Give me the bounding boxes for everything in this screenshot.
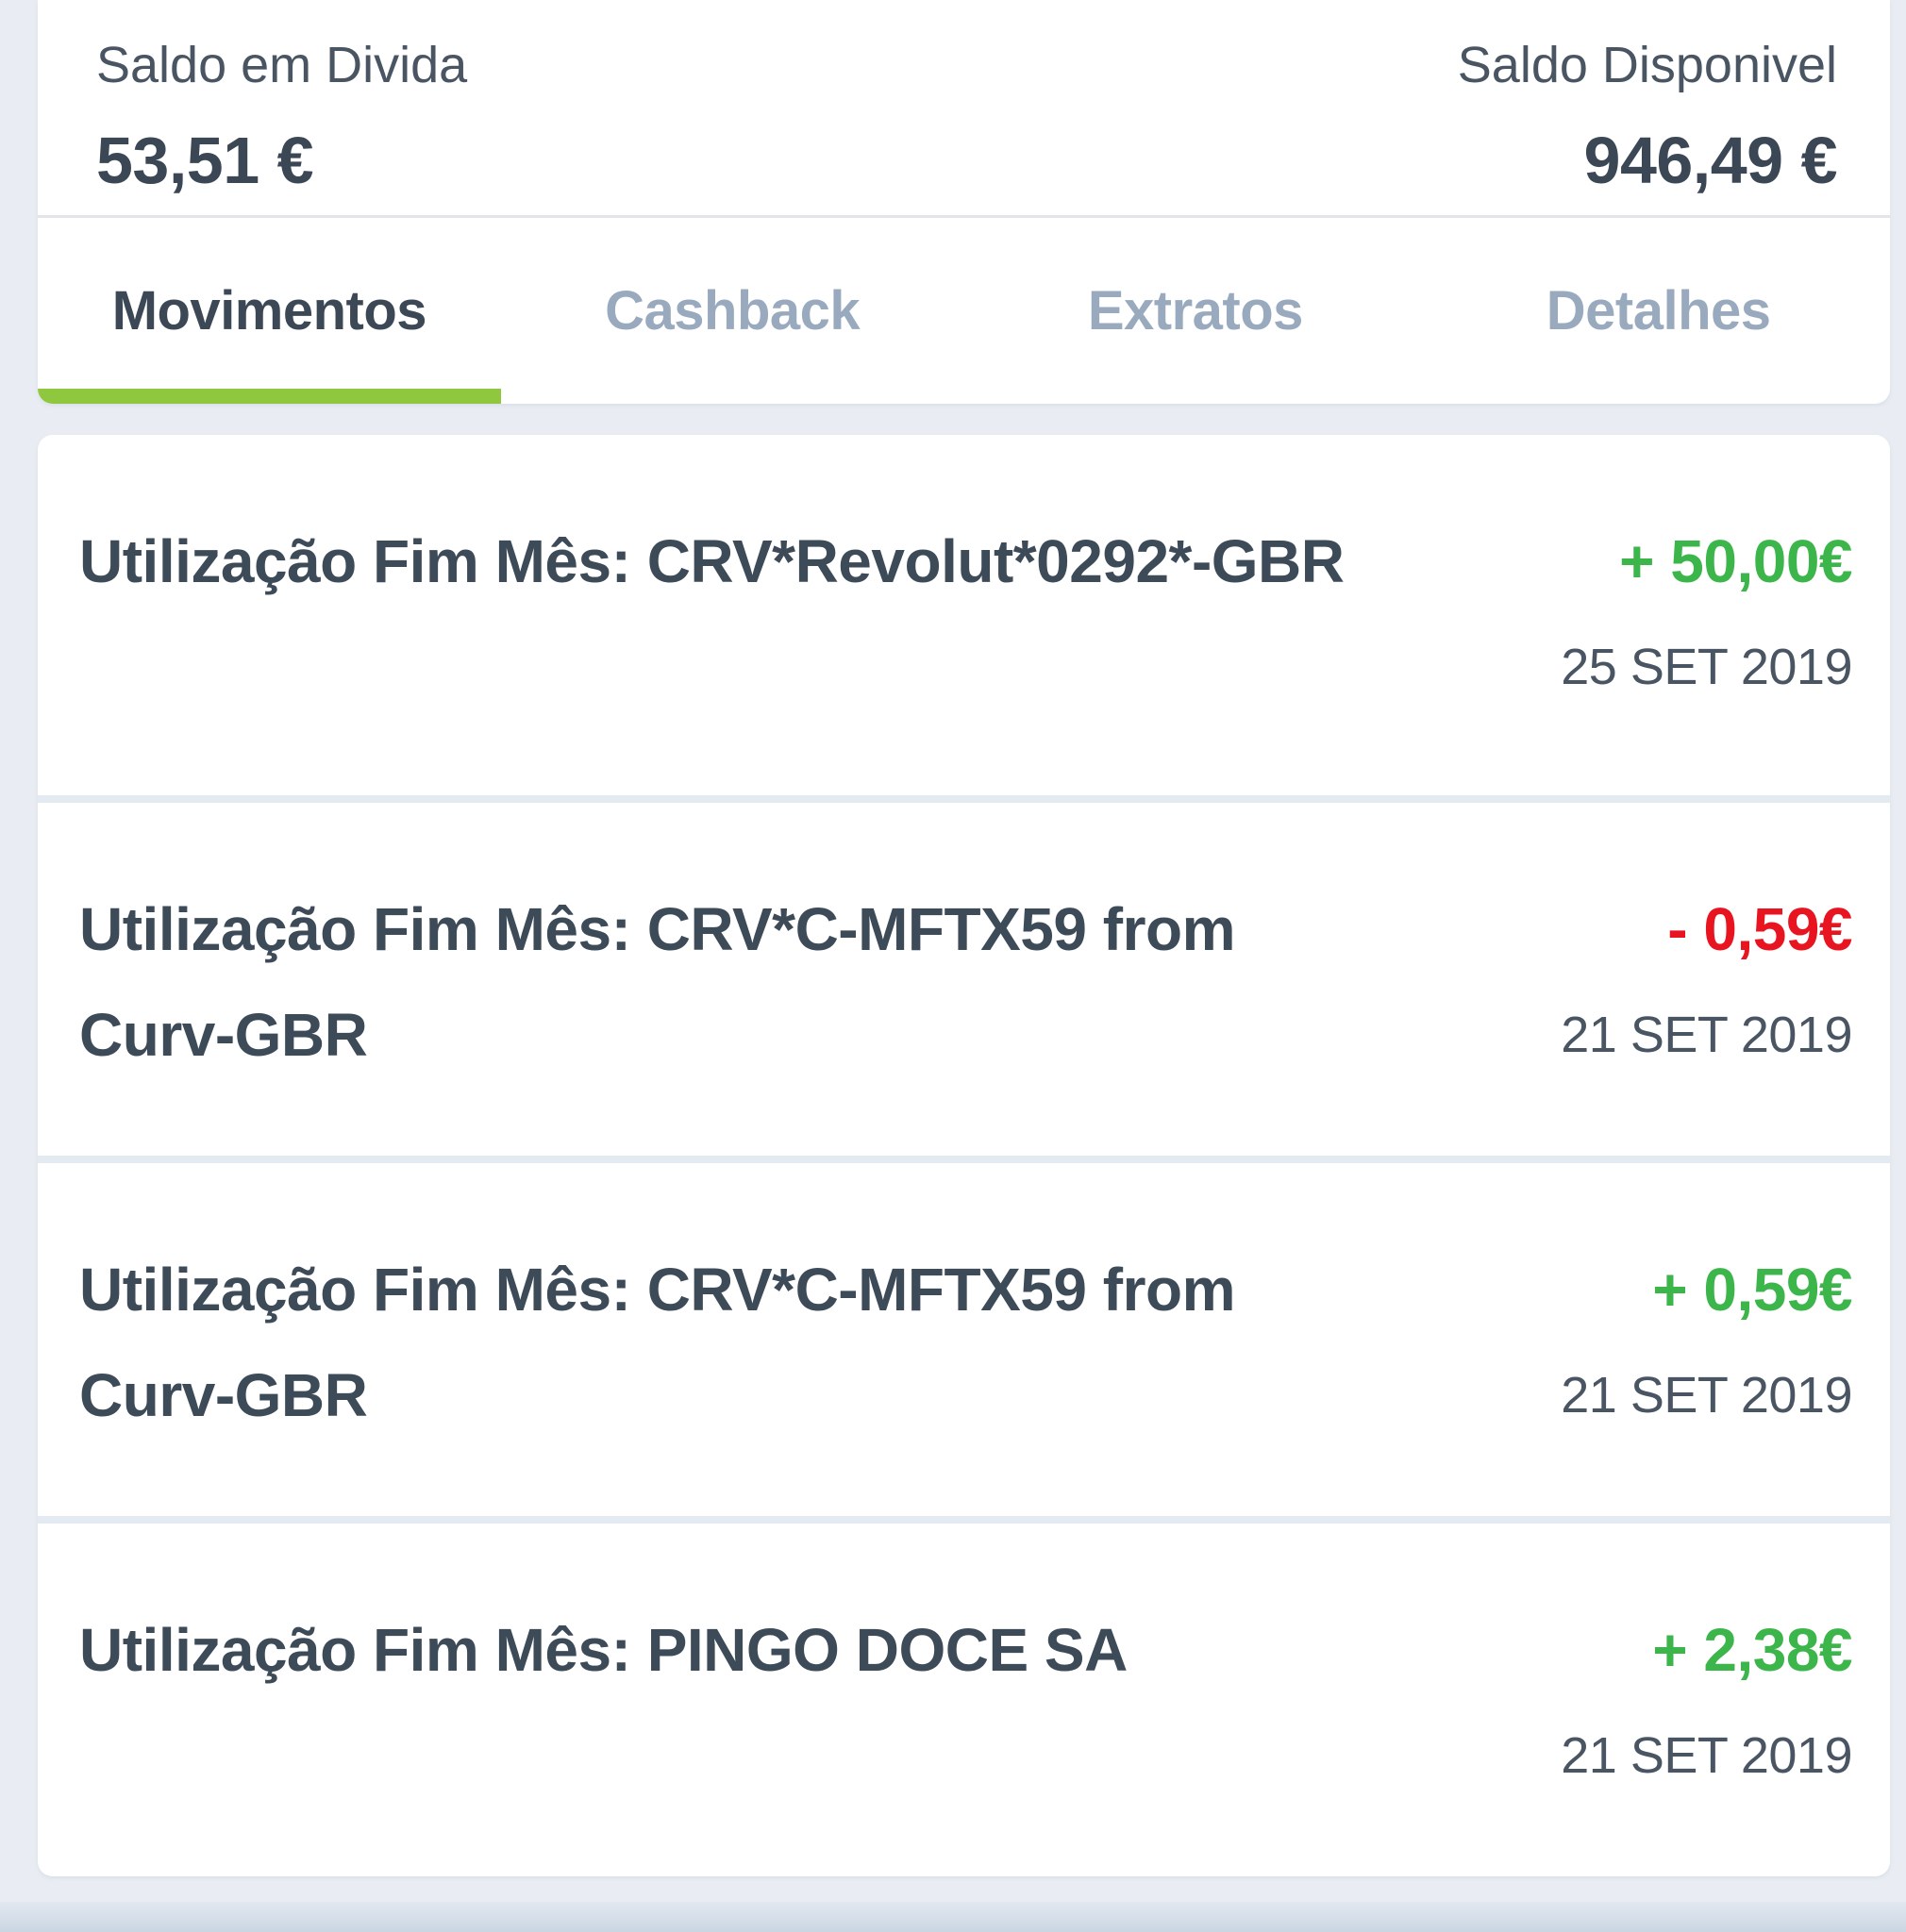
balance-debt: Saldo em Divida 53,51 €: [96, 32, 467, 200]
transaction-row[interactable]: Utilização Fim Mês: CRV*Revolut*0292*-GB…: [38, 435, 1890, 795]
transaction-description: Utilização Fim Mês: CRV*C-MFTX59 from Cu…: [79, 895, 1235, 1069]
balance-debt-value: 53,51 €: [96, 124, 314, 197]
tab-movimentos[interactable]: Movimentos: [111, 280, 427, 341]
transaction-amount-date: + 2,38€ 21 SET 2019: [1561, 1597, 1852, 1808]
balance-available-label: Saldo Disponivel: [1457, 37, 1837, 93]
transaction-amount-date: + 50,00€ 25 SET 2019: [1561, 508, 1852, 720]
transaction-list: Utilização Fim Mês: CRV*Revolut*0292*-GB…: [38, 435, 1890, 1876]
tab-bar: Movimentos Cashback Extratos Detalhes: [38, 218, 1890, 404]
balance-card: Saldo em Divida 53,51 € Saldo Disponivel…: [38, 0, 1890, 404]
tab-extratos[interactable]: Extratos: [1087, 280, 1304, 341]
transaction-date: 21 SET 2019: [1561, 1367, 1852, 1424]
transaction-date: 21 SET 2019: [1561, 1727, 1852, 1784]
balance-debt-label: Saldo em Divida: [96, 37, 468, 93]
balance-divider: [38, 215, 1890, 218]
transaction-description: Utilização Fim Mês: PINGO DOCE SA: [79, 1616, 1128, 1684]
transaction-row[interactable]: Utilização Fim Mês: PINGO DOCE SA + 2,38…: [38, 1516, 1890, 1876]
transaction-amount: + 50,00€: [1619, 527, 1852, 595]
transaction-amount-date: - 0,59€ 21 SET 2019: [1561, 876, 1852, 1088]
balance-available-value: 946,49 €: [1583, 124, 1838, 197]
transaction-row[interactable]: Utilização Fim Mês: CRV*C-MFTX59 from Cu…: [38, 1156, 1890, 1516]
transaction-amount-date: + 0,59€ 21 SET 2019: [1561, 1237, 1852, 1448]
active-tab-indicator: [38, 389, 501, 404]
transaction-description: Utilização Fim Mês: CRV*Revolut*0292*-GB…: [79, 527, 1345, 595]
balance-row: Saldo em Divida 53,51 € Saldo Disponivel…: [38, 0, 1890, 215]
transaction-amount: + 0,59€: [1652, 1256, 1852, 1324]
tab-cashback[interactable]: Cashback: [605, 280, 861, 341]
bottom-fade: [0, 1902, 1906, 1932]
transaction-date: 25 SET 2019: [1561, 639, 1852, 695]
balance-available: Saldo Disponivel 946,49 €: [1457, 32, 1838, 200]
transaction-amount: + 2,38€: [1652, 1616, 1852, 1684]
transaction-date: 21 SET 2019: [1561, 1007, 1852, 1063]
transaction-amount: - 0,59€: [1667, 895, 1852, 963]
transaction-description: Utilização Fim Mês: CRV*C-MFTX59 from Cu…: [79, 1256, 1235, 1429]
transaction-row[interactable]: Utilização Fim Mês: CRV*C-MFTX59 from Cu…: [38, 795, 1890, 1156]
tab-detalhes[interactable]: Detalhes: [1546, 280, 1771, 341]
